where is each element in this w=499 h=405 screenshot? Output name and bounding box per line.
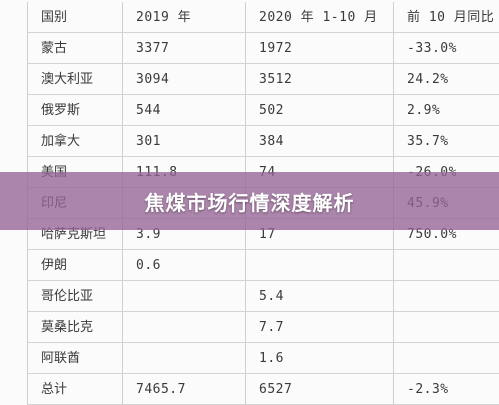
table-cell: -2.3%: [393, 374, 499, 405]
header-cell: 2019 年: [122, 2, 245, 33]
banner-title: 焦煤市场行情深度解析: [144, 190, 355, 215]
header-cell: 国别: [27, 2, 122, 33]
table-cell: [393, 281, 499, 312]
table-cell: 544: [122, 95, 245, 126]
table-cell: 24.2%: [393, 64, 499, 95]
table-cell: 1.6: [245, 343, 393, 374]
table-cell: 俄罗斯: [27, 95, 122, 126]
table-cell: [122, 343, 245, 374]
table-cell: 1972: [245, 33, 393, 64]
table-cell: 蒙古: [27, 33, 122, 64]
table-cell: [245, 250, 393, 281]
table-cell: 加拿大: [27, 126, 122, 157]
table-cell: 35.7%: [393, 126, 499, 157]
table-cell: 伊朗: [27, 250, 122, 281]
table-cell: 3094: [122, 64, 245, 95]
table-cell: 阿联酋: [27, 343, 122, 374]
table-cell: -33.0%: [393, 33, 499, 64]
table-cell: 502: [245, 95, 393, 126]
table-cell: 750.0%: [393, 219, 499, 250]
table-cell: 5.4: [245, 281, 393, 312]
table-cell: 7465.7: [122, 374, 245, 405]
table-cell: 哥伦比亚: [27, 281, 122, 312]
table-cell: 17: [245, 219, 393, 250]
table-cell: 3512: [245, 64, 393, 95]
table-cell: [393, 343, 499, 374]
table-cell: 2.9%: [393, 95, 499, 126]
table-cell: 6527: [245, 374, 393, 405]
table-cell: [393, 312, 499, 343]
table-cell: [393, 250, 499, 281]
table-cell: [122, 281, 245, 312]
table-cell: 哈萨克斯坦: [27, 219, 122, 250]
header-cell: 2020 年 1-10 月: [245, 2, 393, 33]
table-cell: 301: [122, 126, 245, 157]
table-cell: 3.9: [122, 219, 245, 250]
table-cell: 384: [245, 126, 393, 157]
table-cell: [122, 312, 245, 343]
header-cell: 前 10 月同比: [393, 2, 499, 33]
table-cell: 3377: [122, 33, 245, 64]
table-cell: 莫桑比克: [27, 312, 122, 343]
table-cell: 7.7: [245, 312, 393, 343]
banner: 焦煤市场行情深度解析: [0, 172, 499, 230]
table-cell: 澳大利亚: [27, 64, 122, 95]
table-cell: 总计: [27, 374, 122, 405]
table-cell: 0.6: [122, 250, 245, 281]
